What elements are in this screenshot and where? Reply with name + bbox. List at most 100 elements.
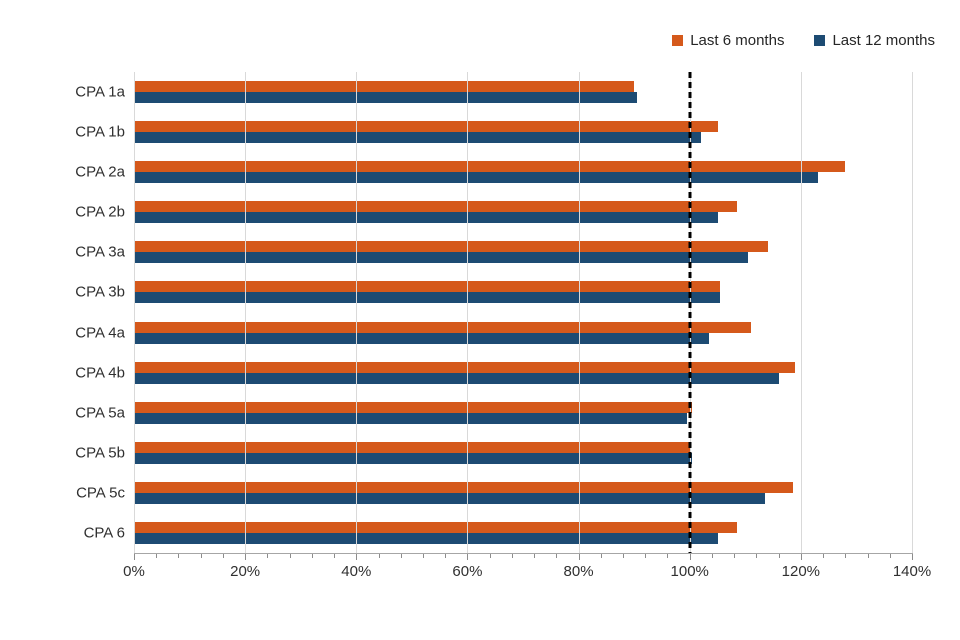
x-axis-minor-tick	[534, 554, 536, 558]
bar	[134, 132, 701, 144]
bar-group: CPA 1a	[75, 72, 912, 112]
bar	[134, 372, 779, 384]
x-axis-minor-tick	[267, 554, 269, 558]
x-axis-minor-tick	[600, 554, 602, 558]
bar	[134, 281, 721, 293]
x-axis-major-tick	[134, 554, 135, 560]
x-axis-minor-tick	[489, 554, 491, 558]
gridline	[245, 72, 247, 553]
bar-group: CPA 5b	[75, 433, 912, 473]
x-axis-minor-tick	[867, 554, 869, 558]
category-label: CPA 1b	[75, 123, 125, 141]
bar-group: CPA 5a	[75, 393, 912, 433]
bar	[134, 252, 749, 264]
bar-group: CPA 1b	[75, 112, 912, 152]
bar	[134, 292, 721, 304]
legend-label-last-6-months: Last 6 months	[690, 32, 785, 49]
bar-group: CPA 2b	[75, 192, 912, 232]
x-axis-minor-tick	[756, 554, 758, 558]
x-axis-minor-tick	[422, 554, 424, 558]
gridline	[800, 72, 802, 553]
x-axis-minor-tick	[711, 554, 713, 558]
bar	[134, 492, 765, 504]
bar	[134, 521, 737, 533]
legend-label-last-12-months: Last 12 months	[832, 32, 935, 49]
x-axis-tick-label: 60%	[452, 563, 483, 580]
x-axis-major-tick	[578, 554, 580, 560]
category-label: CPA 2a	[75, 163, 125, 181]
x-axis-tick-label: 120%	[781, 563, 821, 580]
bar-group: CPA 2a	[75, 152, 912, 192]
x-axis-minor-tick	[823, 554, 825, 558]
x-axis-minor-tick	[334, 554, 336, 558]
bar	[134, 121, 718, 133]
x-axis-minor-tick	[889, 554, 891, 558]
bar	[134, 532, 718, 544]
bar	[134, 201, 737, 213]
category-label: CPA 2b	[75, 203, 125, 221]
category-label: CPA 5c	[76, 484, 125, 502]
x-axis-major-tick	[467, 554, 469, 560]
category-label: CPA 5a	[75, 404, 125, 422]
x-axis-major-tick	[356, 554, 358, 560]
gridline	[134, 72, 135, 553]
x-axis-minor-tick	[445, 554, 447, 558]
bar	[134, 412, 687, 424]
bar	[134, 241, 768, 253]
x-axis-minor-tick	[178, 554, 180, 558]
bar	[134, 441, 690, 453]
x-axis-minor-tick	[222, 554, 224, 558]
gridline	[356, 72, 358, 553]
x-axis-minor-tick	[734, 554, 736, 558]
legend-swatch-last-6-months	[672, 35, 684, 46]
category-label: CPA 4a	[75, 324, 125, 341]
bar-group: CPA 6	[84, 513, 912, 553]
category-label: CPA 4b	[75, 364, 125, 382]
x-axis-tick-label: 80%	[563, 563, 594, 580]
bar	[134, 161, 846, 173]
x-axis-minor-tick	[667, 554, 669, 558]
chart-legend: Last 6 months Last 12 months	[672, 32, 935, 49]
bar	[134, 212, 718, 224]
x-axis-tick-label: 140%	[892, 563, 932, 580]
x-axis-minor-tick	[156, 554, 158, 558]
legend-item-last-12-months: Last 12 months	[814, 32, 935, 49]
legend-item-last-6-months: Last 6 months	[672, 32, 784, 49]
gridline	[912, 72, 913, 553]
x-axis-line	[134, 553, 913, 554]
bar	[134, 321, 751, 333]
bar-group: CPA 4b	[75, 353, 912, 393]
gridline	[467, 72, 469, 553]
category-label: CPA 6	[83, 524, 125, 542]
x-axis-major-tick	[689, 554, 691, 560]
x-axis-minor-tick	[400, 554, 402, 558]
bar	[134, 172, 818, 184]
x-axis-minor-tick	[556, 554, 558, 558]
x-axis-minor-tick	[200, 554, 202, 558]
bar	[134, 452, 693, 464]
plot-area: CPA 1a CPA 1b CPA 2a CPA 2b CPA 3a CPA 3b CPA …	[75, 72, 913, 553]
bar	[134, 361, 796, 373]
bar	[134, 481, 793, 493]
x-axis-tick-label: 20%	[230, 563, 261, 580]
x-axis-minor-tick	[778, 554, 780, 558]
bar	[134, 92, 637, 104]
category-label: CPA 3b	[75, 283, 125, 301]
x-axis-minor-tick	[623, 554, 625, 558]
x-axis-minor-tick	[378, 554, 380, 558]
bar-group: CPA 4a	[75, 312, 912, 352]
x-axis-minor-tick	[645, 554, 647, 558]
gridline	[578, 72, 580, 553]
x-axis-minor-tick	[311, 554, 313, 558]
x-axis-tick-label: 40%	[341, 563, 372, 580]
x-axis-major-tick	[245, 554, 247, 560]
category-label: CPA 3a	[75, 243, 125, 261]
bar-group: CPA 5c	[76, 473, 912, 513]
bar	[134, 81, 635, 93]
x-axis-minor-tick	[289, 554, 291, 558]
bar	[134, 332, 710, 344]
bar	[134, 401, 693, 413]
x-axis-major-tick	[912, 554, 913, 560]
reference-line-100pct	[688, 72, 692, 553]
